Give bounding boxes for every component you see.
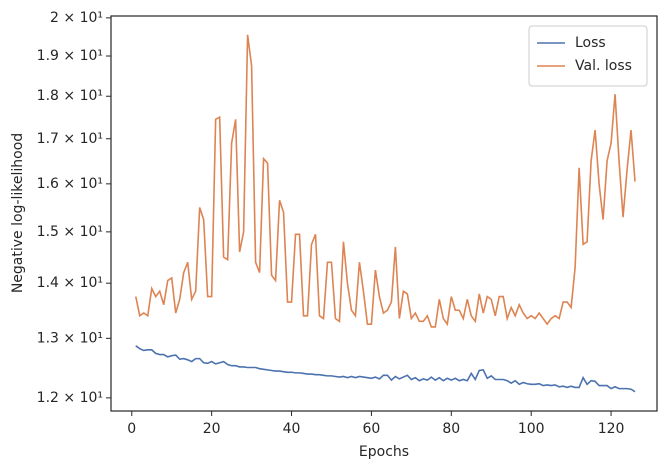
line [135,345,636,393]
y-tick-label: 1.8 × 10¹ [37,88,103,104]
x-tick-label: 40 [283,421,301,437]
y-tick-label: 2 × 10¹ [50,10,103,26]
y-tick-label: 1.2 × 10¹ [37,390,103,406]
legend-label: Val. loss [575,58,632,74]
y-axis-label: Negative log-likelihood [10,133,26,293]
line [134,34,636,328]
y-tick-label: 1.4 × 10¹ [37,275,103,291]
x-axis-label: Epochs [359,444,409,460]
y-tick-label: 1.9 × 10¹ [37,48,103,64]
x-tick-label: 60 [363,421,381,437]
y-tick-label: 1.6 × 10¹ [37,176,103,192]
x-tick-label: 0 [127,421,136,437]
x-tick-label: 80 [442,421,460,437]
y-tick-label: 1.5 × 10¹ [37,224,103,240]
y-tick-label: 1.7 × 10¹ [37,131,103,147]
legend-box [528,25,648,87]
x-tick-label: 20 [203,421,221,437]
legend-label: Loss [575,35,606,51]
x-tick-label: 120 [598,421,625,437]
plot-frame [110,15,658,412]
y-tick-label: 1.3 × 10¹ [37,330,103,346]
x-tick-label: 100 [518,421,545,437]
